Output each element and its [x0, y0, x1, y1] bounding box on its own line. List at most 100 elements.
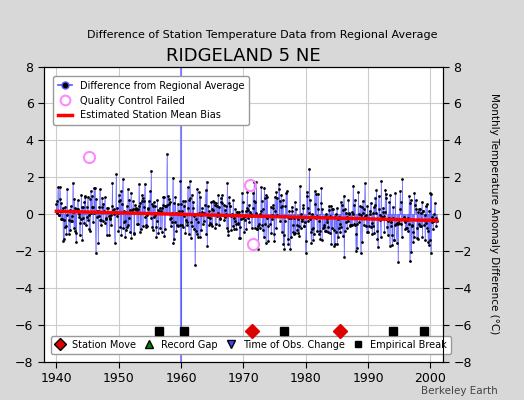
Point: [405, 193, 413, 200]
Point: [295, 233, 303, 239]
Point: [155, 204, 163, 211]
Point: [156, 224, 164, 231]
Point: [369, 204, 378, 210]
Point: [394, 259, 402, 265]
Point: [397, 221, 406, 227]
Point: [359, 222, 368, 228]
Point: [101, 220, 109, 227]
Point: [219, 212, 227, 218]
Point: [322, 210, 330, 217]
Point: [207, 198, 215, 205]
Point: [372, 186, 380, 193]
Point: [414, 236, 422, 242]
Point: [64, 207, 72, 214]
Point: [225, 200, 234, 206]
Point: [377, 178, 385, 184]
Point: [136, 229, 144, 235]
Point: [161, 226, 169, 232]
Point: [262, 192, 270, 198]
Point: [195, 189, 203, 195]
Point: [367, 220, 376, 226]
Point: [192, 231, 201, 238]
Point: [402, 217, 411, 224]
Point: [269, 202, 277, 209]
Point: [312, 191, 320, 198]
Point: [348, 211, 357, 217]
Point: [184, 231, 193, 238]
Point: [391, 222, 399, 228]
Point: [80, 199, 89, 206]
Point: [161, 203, 170, 209]
Point: [388, 232, 396, 238]
Point: [275, 181, 283, 188]
Point: [134, 206, 142, 212]
Point: [413, 225, 421, 232]
Point: [265, 213, 273, 220]
Point: [337, 199, 345, 206]
Point: [172, 228, 181, 234]
Title: RIDGELAND 5 NE: RIDGELAND 5 NE: [166, 47, 321, 65]
Point: [131, 205, 139, 212]
Point: [190, 212, 199, 219]
Point: [151, 212, 159, 218]
Point: [65, 217, 73, 223]
Point: [62, 230, 71, 237]
Point: [100, 194, 108, 200]
Point: [272, 189, 281, 196]
Point: [169, 175, 177, 181]
Point: [128, 207, 136, 214]
Point: [257, 184, 265, 190]
Point: [237, 208, 246, 214]
Point: [380, 228, 388, 235]
Point: [335, 225, 343, 232]
Point: [416, 223, 424, 229]
Point: [314, 206, 322, 212]
Point: [368, 231, 376, 238]
Point: [93, 214, 101, 220]
Point: [383, 224, 391, 230]
Point: [193, 234, 202, 240]
Point: [149, 214, 158, 220]
Point: [61, 224, 69, 230]
Point: [56, 184, 64, 190]
Point: [179, 198, 187, 204]
Point: [226, 202, 234, 209]
Point: [389, 203, 397, 210]
Point: [366, 210, 374, 217]
Point: [88, 203, 96, 210]
Point: [187, 235, 195, 242]
Point: [402, 225, 410, 232]
Point: [125, 215, 133, 221]
Point: [422, 220, 430, 226]
Point: [72, 230, 81, 236]
Point: [68, 218, 77, 224]
Point: [426, 190, 434, 196]
Point: [218, 199, 226, 206]
Point: [378, 214, 386, 221]
Point: [358, 198, 367, 204]
Point: [124, 222, 133, 228]
Point: [254, 246, 263, 253]
Point: [74, 206, 82, 212]
Point: [108, 203, 116, 210]
Point: [375, 206, 383, 212]
Point: [281, 202, 290, 209]
Point: [138, 192, 146, 198]
Point: [327, 203, 335, 209]
Point: [290, 230, 298, 237]
Point: [88, 193, 96, 200]
Point: [150, 203, 159, 210]
Point: [210, 199, 218, 206]
Point: [323, 229, 332, 235]
Point: [90, 185, 98, 191]
Point: [220, 217, 228, 224]
Point: [122, 226, 130, 233]
Point: [261, 240, 270, 246]
Point: [388, 242, 397, 248]
Point: [119, 219, 128, 225]
Point: [114, 210, 122, 216]
Point: [238, 199, 247, 206]
Point: [58, 216, 67, 222]
Point: [182, 219, 191, 225]
Point: [115, 198, 124, 204]
